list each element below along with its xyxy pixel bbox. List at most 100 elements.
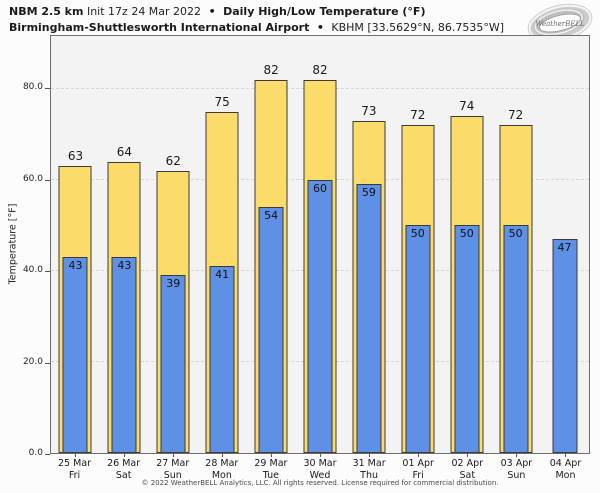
x-tick-day: Sun — [163, 470, 182, 481]
x-tick-day: Fri — [68, 470, 81, 481]
low-value-label: 43 — [117, 259, 132, 273]
low-bar: 43 — [111, 257, 137, 453]
high-value-label: 82 — [312, 62, 328, 77]
bar-group: 62 39 — [149, 36, 198, 453]
y-tick-mark — [45, 271, 50, 273]
x-tick-day: Mon — [555, 470, 576, 481]
x-tick-mark — [221, 454, 223, 457]
y-tick-label: 20.0 — [22, 356, 43, 367]
low-bar: 41 — [209, 266, 235, 453]
bars-container: 63 43 64 43 62 39 75 41 82 54 82 60 73 59 72 50 74 50 72 50… — [51, 36, 589, 453]
y-tick-mark — [45, 362, 50, 364]
low-bar: 60 — [307, 179, 333, 453]
x-tick-date: 25 Mar — [58, 458, 92, 469]
low-bar: 39 — [160, 275, 186, 453]
title-line-1: NBM 2.5 km Init 17z 24 Mar 2022 • Daily … — [9, 4, 504, 20]
copyright-note: © 2022 WeatherBELL Analytics, LLC. All r… — [141, 479, 499, 487]
x-tick-day: Sat — [115, 470, 132, 481]
x-tick-label: 03 Apr Sun — [492, 454, 541, 482]
bar-group: 72 50 — [491, 36, 540, 453]
low-value-label: 50 — [459, 227, 474, 241]
low-value-label: 39 — [166, 277, 181, 291]
title-product: Daily High/Low Temperature (°F) — [223, 5, 426, 18]
x-tick-mark — [516, 454, 518, 457]
x-tick-date: 04 Apr — [549, 458, 582, 469]
bar-group: 64 43 — [100, 36, 149, 453]
x-tick-label: 30 Mar Wed — [295, 454, 344, 482]
low-bar: 50 — [454, 225, 480, 453]
y-tick-label: 0.0 — [28, 448, 43, 458]
bar-group: 82 60 — [296, 36, 345, 453]
weatherbell-logo-icon: WeatherBELL — [527, 3, 593, 43]
x-axis-tick-labels: 25 Mar Fri 26 Mar Sat 27 Mar Sun 28 Mar Mon 29 M… — [50, 454, 590, 482]
low-bar: 50 — [405, 225, 431, 453]
x-tick-mark — [123, 454, 125, 457]
y-tick-mark — [45, 179, 50, 181]
x-tick-label: 31 Mar Thu — [345, 454, 394, 482]
x-tick-date: 26 Mar — [107, 458, 141, 469]
plot-area: 63 43 64 43 62 39 75 41 82 54 82 60 73 59 72 50 74 50 72 50… — [50, 35, 590, 454]
bar-group: 72 50 — [393, 36, 442, 453]
y-tick-mark — [45, 454, 50, 455]
subtitle-station: Birmingham-Shuttlesworth International A… — [9, 21, 310, 34]
bar-group: 75 41 — [198, 36, 247, 453]
low-bar: 54 — [258, 207, 284, 453]
bar-group: 73 59 — [344, 36, 393, 453]
low-value-label: 54 — [264, 209, 279, 223]
y-tick-label: 40.0 — [22, 265, 43, 276]
y-tick-label: 80.0 — [22, 82, 43, 93]
x-tick-day: Sat — [459, 470, 476, 481]
low-bar: 50 — [503, 225, 529, 453]
x-tick-mark — [74, 454, 76, 457]
subtitle-location: KBHM [33.5629°N, 86.7535°W] — [331, 21, 505, 34]
weatherbell-logo-text: WeatherBELL — [535, 20, 585, 28]
x-tick-day: Sun — [507, 470, 526, 481]
x-tick-date: 28 Mar — [205, 458, 239, 469]
high-value-label: 64 — [116, 144, 132, 159]
x-tick-label: 25 Mar Fri — [50, 454, 99, 482]
x-tick-mark — [270, 454, 272, 457]
x-tick-day: Wed — [309, 470, 331, 481]
high-value-label: 72 — [410, 108, 426, 123]
x-tick-label: 04 Apr Mon — [541, 454, 590, 482]
low-value-label: 41 — [215, 268, 230, 282]
low-value-label: 43 — [68, 259, 83, 273]
subtitle-bullet: • — [316, 21, 324, 34]
high-value-label: 62 — [165, 153, 181, 168]
low-bar: 59 — [356, 184, 382, 453]
x-tick-mark — [172, 454, 174, 457]
x-tick-date: 31 Mar — [352, 458, 386, 469]
x-tick-label: 27 Mar Sun — [148, 454, 197, 482]
low-value-label: 59 — [361, 186, 376, 200]
y-axis-title: Temperature [°F] — [7, 203, 19, 285]
title-init: Init 17z 24 Mar 2022 — [86, 5, 202, 18]
chart-header: NBM 2.5 km Init 17z 24 Mar 2022 • Daily … — [9, 4, 504, 36]
title-bullet: • — [208, 5, 216, 18]
x-tick-day: Thu — [360, 470, 379, 481]
x-tick-date: 30 Mar — [303, 458, 337, 469]
x-tick-date: 01 Apr — [402, 458, 434, 469]
x-tick-mark — [565, 454, 567, 457]
x-tick-day: Mon — [211, 470, 232, 481]
x-tick-label: 01 Apr Fri — [394, 454, 443, 482]
high-value-label: 63 — [67, 149, 84, 164]
y-tick-label: 60.0 — [22, 173, 43, 184]
x-tick-date: 29 Mar — [254, 458, 288, 469]
bar-group: 63 43 — [51, 36, 100, 453]
y-tick-mark — [45, 88, 50, 90]
low-bar: 43 — [62, 257, 88, 453]
x-tick-label: 29 Mar Tue — [246, 454, 295, 482]
low-value-label: 50 — [410, 227, 425, 241]
x-tick-mark — [467, 454, 469, 457]
x-tick-mark — [418, 454, 420, 457]
bar-group: 74 50 — [442, 36, 491, 453]
high-value-label: 74 — [459, 99, 475, 114]
x-tick-day: Fri — [412, 470, 424, 481]
x-tick-date: 02 Apr — [451, 458, 484, 469]
high-value-label: 73 — [361, 103, 377, 118]
low-value-label: 50 — [508, 227, 523, 241]
x-tick-mark — [320, 454, 322, 457]
x-tick-date: 27 Mar — [156, 458, 190, 469]
title-line-2: Birmingham-Shuttlesworth International A… — [9, 20, 504, 36]
